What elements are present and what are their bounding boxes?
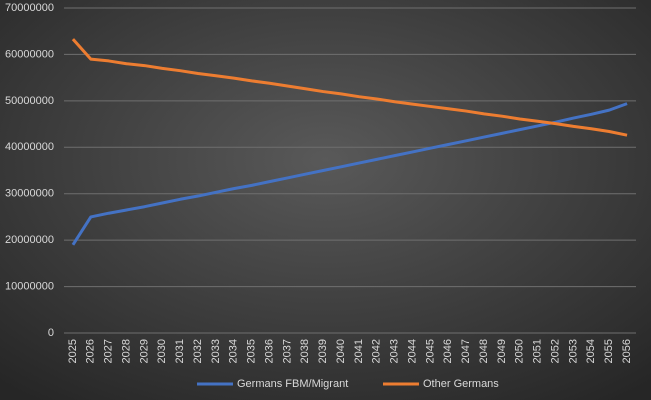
x-tick-label: 2050 (514, 339, 526, 363)
y-tick-label: 50000000 (5, 95, 54, 107)
legend-label: Other Germans (423, 378, 499, 390)
series-line (71, 102, 628, 246)
x-tick-label: 2027 (103, 339, 115, 363)
x-tick-label: 2052 (549, 339, 561, 363)
x-tick-label: 2044 (406, 339, 418, 363)
y-tick-label: 20000000 (5, 234, 54, 246)
x-tick-label: 2049 (496, 339, 508, 363)
x-tick-label: 2030 (156, 339, 168, 363)
legend-label: Germans FBM/Migrant (237, 378, 348, 390)
x-tick-label: 2034 (228, 339, 240, 363)
y-tick-label: 70000000 (5, 2, 54, 14)
y-tick-label: 10000000 (5, 280, 54, 292)
y-tick-label: 60000000 (5, 48, 54, 60)
y-tick-label: 40000000 (5, 141, 54, 153)
x-tick-label: 2029 (138, 339, 150, 363)
x-tick-label: 2033 (210, 339, 222, 363)
x-tick-label: 2047 (460, 339, 472, 363)
x-tick-label: 2053 (567, 339, 579, 363)
x-tick-label: 2028 (120, 339, 132, 363)
y-tick-label: 30000000 (5, 188, 54, 200)
x-tick-label: 2038 (299, 339, 311, 363)
x-tick-label: 2046 (442, 339, 454, 363)
x-tick-label: 2056 (621, 339, 633, 363)
x-tick-label: 2025 (67, 339, 79, 363)
x-tick-label: 2040 (335, 339, 347, 363)
x-tick-label: 2039 (317, 339, 329, 363)
x-tick-label: 2043 (389, 339, 401, 363)
x-tick-label: 2035 (246, 339, 258, 363)
x-tick-label: 2037 (281, 339, 293, 363)
x-tick-label: 2031 (174, 339, 186, 363)
x-tick-label: 2041 (353, 339, 365, 363)
x-tick-label: 2051 (532, 339, 544, 363)
x-tick-label: 2032 (192, 339, 204, 363)
x-tick-label: 2048 (478, 339, 490, 363)
series-line (71, 38, 628, 137)
x-tick-label: 2045 (424, 339, 436, 363)
x-tick-label: 2026 (85, 339, 97, 363)
x-tick-label: 2054 (585, 339, 597, 363)
x-tick-label: 2036 (263, 339, 275, 363)
y-tick-label: 0 (48, 327, 54, 339)
x-tick-label: 2055 (603, 339, 615, 363)
x-tick-label: 2042 (371, 339, 383, 363)
